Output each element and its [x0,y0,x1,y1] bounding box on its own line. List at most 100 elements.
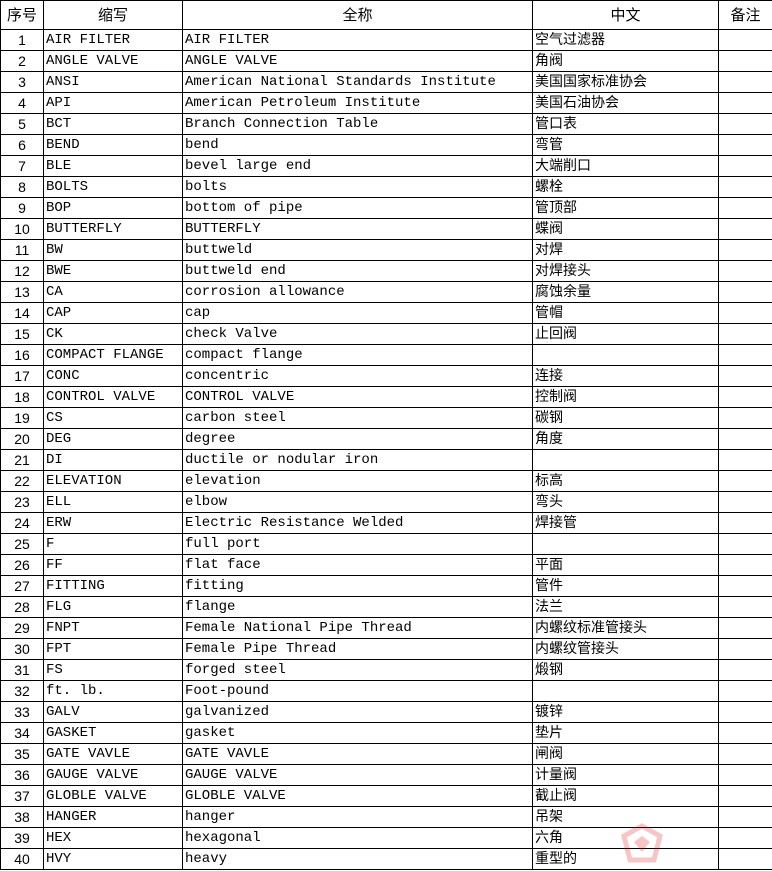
cell-chinese: 重型的 [532,848,719,870]
cell-abbreviation: HANGER [43,806,183,828]
table-row: 21 DI ductile or nodular iron [0,449,772,471]
table-row: 22 ELEVATION elevation 标高 [0,470,772,492]
cell-abbreviation: FF [43,554,183,576]
cell-chinese: 闸阀 [532,743,719,765]
cell-remarks [718,470,772,492]
cell-abbreviation: AIR FILTER [43,29,183,51]
cell-index: 4 [0,92,44,114]
cell-full-name: Foot-pound [182,680,533,702]
cell-remarks [718,701,772,723]
cell-abbreviation: GLOBLE VALVE [43,785,183,807]
cell-chinese: 空气过滤器 [532,29,719,51]
cell-index: 17 [0,365,44,387]
cell-abbreviation: CONTROL VALVE [43,386,183,408]
cell-index: 5 [0,113,44,135]
table-row: 19 CS carbon steel 碳钢 [0,407,772,429]
cell-chinese: 吊架 [532,806,719,828]
cell-index: 23 [0,491,44,513]
cell-chinese: 法兰 [532,596,719,618]
cell-abbreviation: BLE [43,155,183,177]
cell-index: 22 [0,470,44,492]
cell-full-name: bolts [182,176,533,198]
cell-index: 7 [0,155,44,177]
cell-remarks [718,533,772,555]
table-row: 38 HANGER hanger 吊架 [0,806,772,828]
cell-remarks [718,764,772,786]
cell-chinese: 控制阀 [532,386,719,408]
table-row: 24 ERW Electric Resistance Welded 焊接管 [0,512,772,534]
cell-chinese [532,533,719,555]
cell-index: 10 [0,218,44,240]
cell-abbreviation: BW [43,239,183,261]
cell-chinese: 对焊接头 [532,260,719,282]
cell-abbreviation: BEND [43,134,183,156]
cell-index: 29 [0,617,44,639]
cell-full-name: Electric Resistance Welded [182,512,533,534]
cell-index: 1 [0,29,44,51]
cell-chinese: 美国石油协会 [532,92,719,114]
cell-full-name: elbow [182,491,533,513]
table-row: 17 CONC concentric 连接 [0,365,772,387]
cell-abbreviation: BWE [43,260,183,282]
cell-full-name: buttweld end [182,260,533,282]
cell-remarks [718,428,772,450]
cell-chinese: 止回阀 [532,323,719,345]
cell-full-name: heavy [182,848,533,870]
cell-full-name: ANGLE VALVE [182,50,533,72]
cell-full-name: Female Pipe Thread [182,638,533,660]
cell-remarks [718,197,772,219]
table-row: 7 BLE bevel large end 大端削口 [0,155,772,177]
cell-index: 21 [0,449,44,471]
cell-index: 19 [0,407,44,429]
cell-full-name: hexagonal [182,827,533,849]
cell-abbreviation: FS [43,659,183,681]
cell-full-name: flange [182,596,533,618]
cell-full-name: corrosion allowance [182,281,533,303]
table-row: 31 FS forged steel 煅钢 [0,659,772,681]
cell-index: 13 [0,281,44,303]
table-row: 30 FPT Female Pipe Thread 内螺纹管接头 [0,638,772,660]
table-row: 3 ANSI American National Standards Institu… [0,71,772,93]
cell-full-name: bevel large end [182,155,533,177]
cell-chinese: 内螺纹管接头 [532,638,719,660]
cell-remarks [718,92,772,114]
table-row: 1 AIR FILTER AIR FILTER 空气过滤器 [0,29,772,51]
cell-full-name: check Valve [182,323,533,345]
cell-full-name: Branch Connection Table [182,113,533,135]
cell-remarks [718,29,772,51]
cell-remarks [718,827,772,849]
table-row: 15 CK check Valve 止回阀 [0,323,772,345]
cell-index: 14 [0,302,44,324]
cell-remarks [718,407,772,429]
cell-index: 33 [0,701,44,723]
table-row: 26 FF flat face 平面 [0,554,772,576]
cell-full-name: concentric [182,365,533,387]
cell-remarks [718,50,772,72]
cell-full-name: bend [182,134,533,156]
cell-remarks [718,848,772,870]
table-row: 14 CAP cap 管帽 [0,302,772,324]
table-row: 11 BW buttweld 对焊 [0,239,772,261]
cell-remarks [718,617,772,639]
cell-index: 30 [0,638,44,660]
cell-index: 37 [0,785,44,807]
table-row: 16 COMPACT FLANGE compact flange [0,344,772,366]
cell-remarks [718,491,772,513]
cell-abbreviation: BOLTS [43,176,183,198]
table-row: 18 CONTROL VALVE CONTROL VALVE 控制阀 [0,386,772,408]
cell-abbreviation: DEG [43,428,183,450]
cell-full-name: compact flange [182,344,533,366]
cell-remarks [718,239,772,261]
cell-index: 12 [0,260,44,282]
cell-abbreviation: ANGLE VALVE [43,50,183,72]
header-abbreviation: 缩写 [43,0,183,30]
cell-full-name: GATE VAVLE [182,743,533,765]
cell-index: 25 [0,533,44,555]
cell-index: 36 [0,764,44,786]
cell-index: 15 [0,323,44,345]
cell-chinese: 美国国家标准协会 [532,71,719,93]
header-remarks: 备注 [718,0,772,30]
cell-chinese [532,449,719,471]
